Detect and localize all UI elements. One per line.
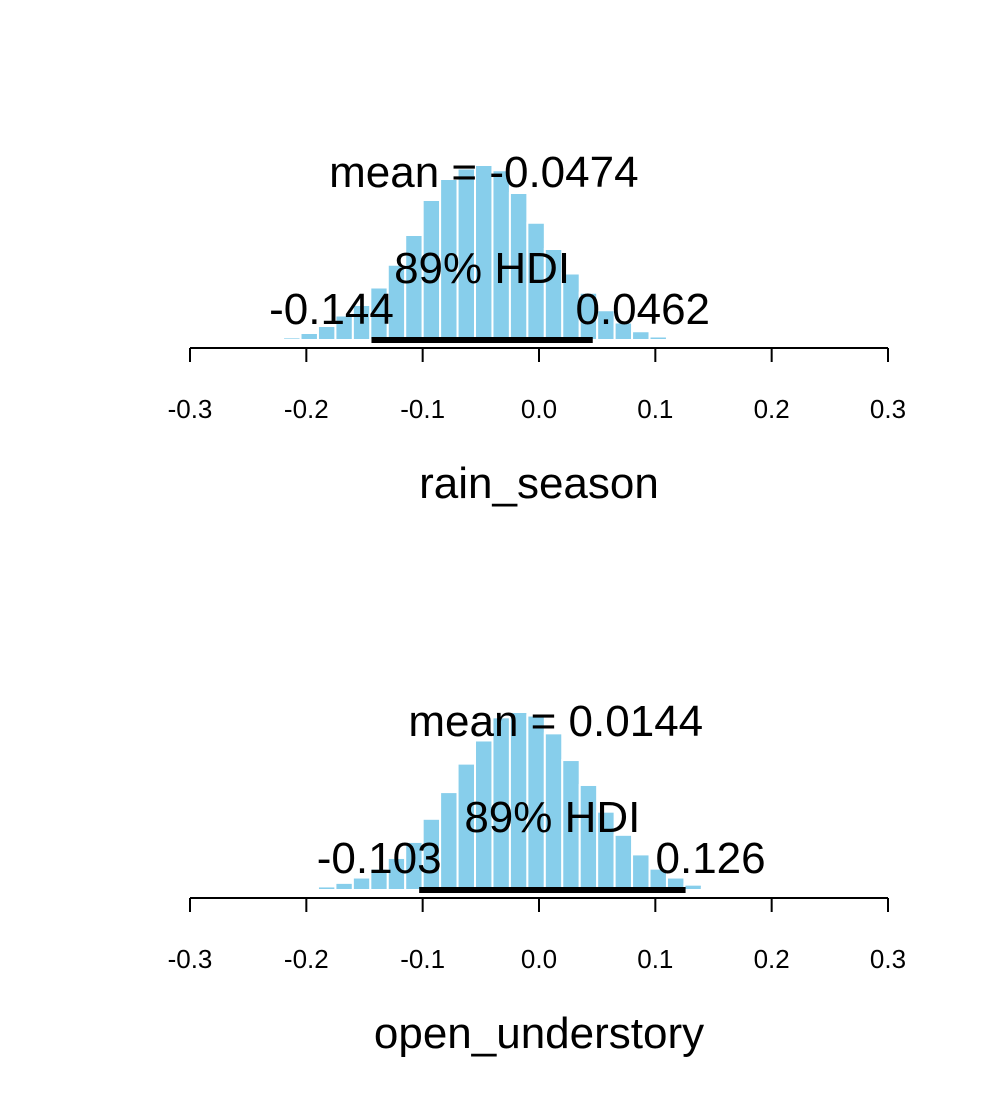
x-tick-label: -0.1 [400,394,445,424]
mean-label: mean = -0.0474 [329,148,638,197]
histogram-bar [683,883,703,891]
histogram-bar [631,853,651,892]
histogram-bar [700,887,721,891]
histogram-bar [334,881,354,892]
hdi-high-label: 0.0462 [575,285,710,334]
histogram-bar [282,336,302,341]
x-tick-label: 0.1 [637,944,673,974]
hdi-label: 89% HDI [394,244,570,293]
hdi-label: 89% HDI [464,793,640,842]
histogram-bar [299,332,319,341]
x-tick-label: 0.1 [637,394,673,424]
x-tick-label: -0.1 [400,944,445,974]
panel-open-understory: -0.3 -0.2 -0.1 0.0 0.1 0.2 0.3 open_understory m… [168,697,906,1058]
x-tick-label: 0.0 [521,944,557,974]
histogram-bar [316,885,337,892]
x-tick-label: -0.3 [168,394,213,424]
x-axis-label: rain_season [419,459,659,508]
x-tick-label: 0.3 [870,944,906,974]
x-axis-label: open_understory [374,1009,704,1058]
x-tick-label: 0.2 [754,394,790,424]
mean-label: mean = 0.0144 [408,697,703,746]
histogram-bar [683,338,703,342]
histogram-bar [665,337,686,342]
histogram-bar [264,338,285,341]
x-tick-label: 0.0 [521,394,557,424]
histogram-bar [439,791,459,891]
hdi-low-label: -0.144 [269,285,394,334]
hdi-high-label: 0.126 [656,834,766,883]
x-tick-label: 0.3 [870,394,906,424]
histogram-bar [613,833,634,892]
x-tick-label: -0.2 [284,394,329,424]
x-tick-label: -0.3 [168,944,213,974]
hdi-low-label: -0.103 [317,834,442,883]
histogram-bar [718,888,738,892]
panel-rain-season: -0.3 -0.2 -0.1 0.0 0.1 0.2 0.3 rain_season mean … [168,148,906,508]
x-tick-label: 0.2 [754,944,790,974]
histogram-bar [648,335,668,341]
x-tick-label: -0.2 [284,944,329,974]
histogram-bar [299,888,319,891]
